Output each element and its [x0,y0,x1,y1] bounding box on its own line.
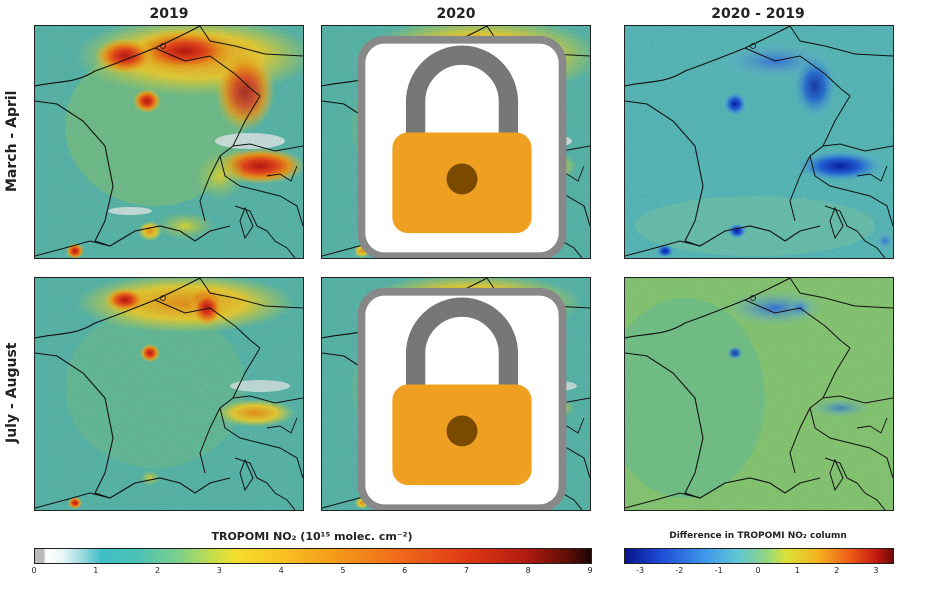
colorbar-tick-label: 1 [93,566,99,575]
map-2020-july-august [321,277,591,511]
map-2019-july-august [34,277,304,511]
map-2019-march-april [34,25,304,259]
column-title-2020: 2020 [436,6,476,22]
colorbar-tick-label: 5 [340,566,346,575]
colorbar-no2-title: TROPOMI NO₂ (10¹⁵ molec. cm⁻²) [211,530,413,543]
colorbar-tick-label: 0 [755,566,761,575]
map-difference-july-august [624,277,894,511]
row-title-july-august: July - August [4,342,20,444]
column-title-2019: 2019 [149,6,189,22]
row-title-march-april: March - April [4,90,20,192]
colorbar-tick-label: 0 [31,566,37,575]
colorbar-diff-title: Difference in TROPOMI NO₂ column [669,531,847,541]
colorbar-tick-label: 6 [402,566,408,575]
lock-icon [357,287,567,510]
colorbar-diff [624,548,894,564]
colorbar-tick-label: 7 [463,566,469,575]
colorbar-tick-label: 3 [873,566,879,575]
colorbar-tick-label: -2 [675,566,684,575]
map-2020-march-april [321,25,591,259]
map-difference-march-april [624,25,894,259]
colorbar-tick-label: 9 [587,566,593,575]
colorbar-tick-label: -3 [636,566,645,575]
colorbar-tick-label: 4 [278,566,284,575]
colorbar-no2 [34,548,592,564]
colorbar-tick-label: 2 [834,566,840,575]
column-title-difference: 2020 - 2019 [711,6,805,22]
lock-icon [357,35,567,258]
colorbar-tick-label: 8 [525,566,531,575]
colorbar-tick-label: 2 [155,566,161,575]
colorbar-tick-label: 3 [216,566,222,575]
colorbar-tick-label: -1 [714,566,723,575]
colorbar-tick-label: 1 [794,566,800,575]
